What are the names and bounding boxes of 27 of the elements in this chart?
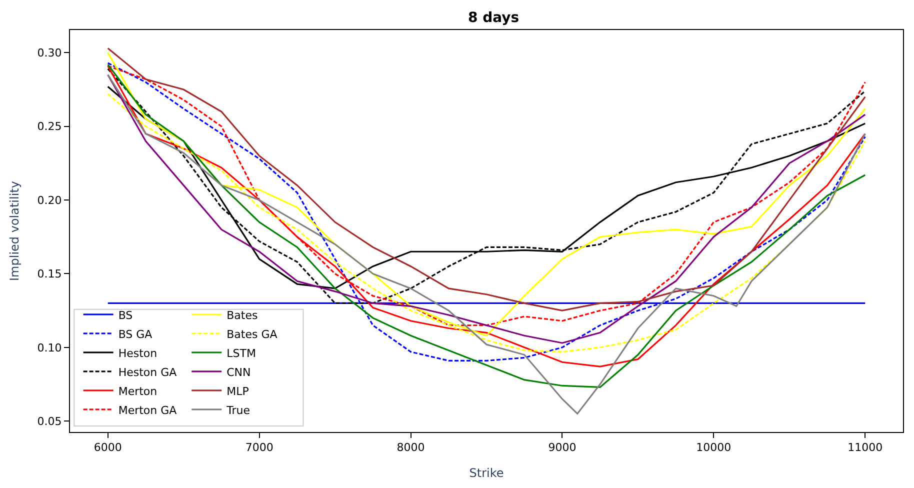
legend-label: Bates GA [226, 328, 278, 341]
legend-label: BS GA [118, 328, 153, 341]
y-tick-label: 0.15 [37, 268, 62, 281]
y-tick-label: 0.10 [37, 341, 62, 354]
x-tick-label: 11000 [848, 441, 883, 454]
legend-label: BS [118, 308, 133, 322]
y-tick-label: 0.05 [37, 414, 62, 428]
x-tick-label: 7000 [245, 441, 274, 454]
x-tick-label: 9000 [548, 441, 576, 454]
legend-label: LSTM [226, 346, 256, 360]
y-tick-label: 0.30 [37, 46, 62, 60]
y-axis-title: Implied volatility [8, 181, 22, 281]
x-axis-title: Strike [469, 466, 504, 480]
legend-label: Heston GA [118, 366, 178, 379]
legend-label: Merton GA [118, 404, 178, 417]
x-tick-label: 6000 [94, 441, 122, 454]
legend-label: Bates [226, 308, 258, 322]
chart-title: 8 days [468, 10, 520, 26]
legend-label: MLP [226, 384, 250, 398]
legend-label: True [226, 404, 250, 417]
y-tick-label: 0.25 [37, 120, 62, 134]
y-tick-label: 0.20 [37, 194, 62, 207]
x-tick-label: 10000 [696, 441, 732, 454]
legend-label: Merton [118, 384, 158, 398]
x-tick-label: 8000 [396, 441, 425, 454]
legend-label: Heston [118, 346, 158, 360]
legend-label: CNN [226, 366, 251, 379]
